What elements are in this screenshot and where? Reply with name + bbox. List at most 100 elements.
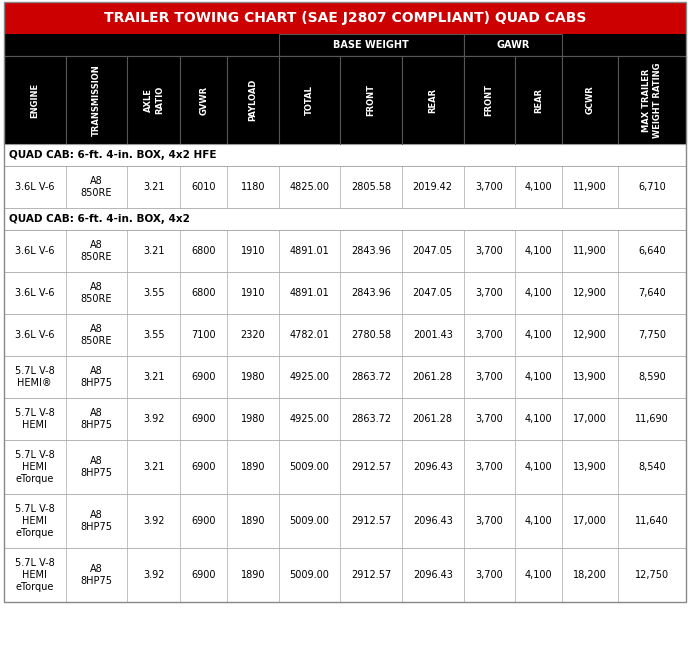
- Bar: [402, 56, 464, 144]
- Bar: [4, 314, 686, 356]
- Text: 6900: 6900: [192, 516, 216, 526]
- Text: 2863.72: 2863.72: [351, 372, 391, 382]
- Bar: [4, 230, 686, 272]
- Text: 12,900: 12,900: [573, 330, 607, 340]
- Text: 5.7L V-8
HEMI
eTorque: 5.7L V-8 HEMI eTorque: [15, 504, 55, 538]
- Text: 4,100: 4,100: [524, 414, 552, 424]
- Text: 3,700: 3,700: [475, 516, 503, 526]
- Text: 1910: 1910: [241, 288, 265, 298]
- Bar: [4, 272, 686, 314]
- Bar: [4, 356, 686, 398]
- Text: 2320: 2320: [241, 330, 266, 340]
- Text: 4,100: 4,100: [524, 330, 552, 340]
- Text: 2843.96: 2843.96: [351, 288, 391, 298]
- Text: 3,700: 3,700: [475, 462, 503, 472]
- Bar: [66, 56, 127, 144]
- Bar: [279, 56, 340, 144]
- Bar: [562, 56, 618, 144]
- Text: QUAD CAB: 6-ft. 4-in. BOX, 4x2: QUAD CAB: 6-ft. 4-in. BOX, 4x2: [9, 214, 190, 224]
- Text: BASE WEIGHT: BASE WEIGHT: [333, 40, 409, 50]
- Text: 7,750: 7,750: [638, 330, 666, 340]
- Text: 3,700: 3,700: [475, 182, 503, 192]
- Text: 7,640: 7,640: [638, 288, 666, 298]
- Text: 18,200: 18,200: [573, 570, 607, 580]
- Text: 3.6L V-6: 3.6L V-6: [15, 246, 55, 256]
- Text: 6,710: 6,710: [638, 182, 666, 192]
- Text: A8
8HP75: A8 8HP75: [81, 564, 112, 587]
- Bar: [4, 208, 686, 230]
- Text: 4891.01: 4891.01: [290, 246, 329, 256]
- Bar: [464, 34, 562, 56]
- Text: PAYLOAD: PAYLOAD: [248, 79, 257, 121]
- Text: 3.21: 3.21: [143, 462, 164, 472]
- Text: 4891.01: 4891.01: [290, 288, 329, 298]
- Text: 11,900: 11,900: [573, 182, 607, 192]
- Text: A8
8HP75: A8 8HP75: [81, 456, 112, 478]
- Text: AXLE
RATIO: AXLE RATIO: [144, 86, 164, 114]
- Text: 4,100: 4,100: [524, 246, 552, 256]
- Text: 2061.28: 2061.28: [413, 372, 453, 382]
- Text: 3,700: 3,700: [475, 372, 503, 382]
- Text: 5.7L V-8
HEMI
eTorque: 5.7L V-8 HEMI eTorque: [15, 558, 55, 593]
- Text: TRAILER TOWING CHART (SAE J2807 COMPLIANT) QUAD CABS: TRAILER TOWING CHART (SAE J2807 COMPLIAN…: [104, 11, 586, 25]
- Text: 11,690: 11,690: [635, 414, 669, 424]
- Text: A8
850RE: A8 850RE: [81, 240, 112, 263]
- Text: 11,640: 11,640: [635, 516, 669, 526]
- Bar: [4, 2, 686, 34]
- Text: 6800: 6800: [192, 246, 216, 256]
- Text: 6010: 6010: [192, 182, 216, 192]
- Text: A8
8HP75: A8 8HP75: [81, 407, 112, 430]
- Text: A8
850RE: A8 850RE: [81, 176, 112, 198]
- Text: 8,590: 8,590: [638, 372, 666, 382]
- Text: GVWR: GVWR: [199, 86, 208, 115]
- Text: 5009.00: 5009.00: [290, 570, 329, 580]
- Text: 6900: 6900: [192, 414, 216, 424]
- Text: 3.55: 3.55: [143, 330, 164, 340]
- Bar: [180, 56, 227, 144]
- Text: 3.21: 3.21: [143, 182, 164, 192]
- Bar: [4, 398, 686, 440]
- Text: 3,700: 3,700: [475, 246, 503, 256]
- Text: GAWR: GAWR: [496, 40, 529, 50]
- Text: 12,900: 12,900: [573, 288, 607, 298]
- Bar: [4, 2, 686, 602]
- Bar: [4, 440, 686, 494]
- Text: REAR: REAR: [428, 88, 437, 113]
- Text: 1890: 1890: [241, 462, 265, 472]
- Text: 5.7L V-8
HEMI: 5.7L V-8 HEMI: [15, 407, 55, 430]
- Text: 1980: 1980: [241, 372, 265, 382]
- Text: 4,100: 4,100: [524, 182, 552, 192]
- Text: 3.55: 3.55: [143, 288, 164, 298]
- Text: 3.21: 3.21: [143, 246, 164, 256]
- Bar: [4, 166, 686, 208]
- Text: 3.6L V-6: 3.6L V-6: [15, 330, 55, 340]
- Text: 4,100: 4,100: [524, 288, 552, 298]
- Bar: [515, 56, 562, 144]
- Text: 17,000: 17,000: [573, 516, 607, 526]
- Text: TRANSMISSION: TRANSMISSION: [92, 64, 101, 136]
- Text: 4,100: 4,100: [524, 516, 552, 526]
- Text: 2096.43: 2096.43: [413, 570, 453, 580]
- Text: 2096.43: 2096.43: [413, 462, 453, 472]
- Text: MAX TRAILER
WEIGHT RATING: MAX TRAILER WEIGHT RATING: [642, 62, 662, 138]
- Text: 2912.57: 2912.57: [351, 516, 391, 526]
- Text: 3,700: 3,700: [475, 330, 503, 340]
- Text: 4,100: 4,100: [524, 462, 552, 472]
- Text: 4,100: 4,100: [524, 372, 552, 382]
- Text: FRONT: FRONT: [484, 84, 493, 116]
- Text: 2001.43: 2001.43: [413, 330, 453, 340]
- Text: 4825.00: 4825.00: [290, 182, 330, 192]
- Text: 5.7L V-8
HEMI
eTorque: 5.7L V-8 HEMI eTorque: [15, 450, 55, 484]
- Text: 3,700: 3,700: [475, 414, 503, 424]
- Text: 11,900: 11,900: [573, 246, 607, 256]
- Text: ENGINE: ENGINE: [30, 82, 39, 118]
- Text: 2863.72: 2863.72: [351, 414, 391, 424]
- Text: 6900: 6900: [192, 372, 216, 382]
- Text: 3.6L V-6: 3.6L V-6: [15, 182, 55, 192]
- Text: 1890: 1890: [241, 570, 265, 580]
- Text: GCWR: GCWR: [585, 86, 594, 114]
- Text: 1180: 1180: [241, 182, 265, 192]
- Text: 6800: 6800: [192, 288, 216, 298]
- Text: 2047.05: 2047.05: [413, 288, 453, 298]
- Text: 3,700: 3,700: [475, 288, 503, 298]
